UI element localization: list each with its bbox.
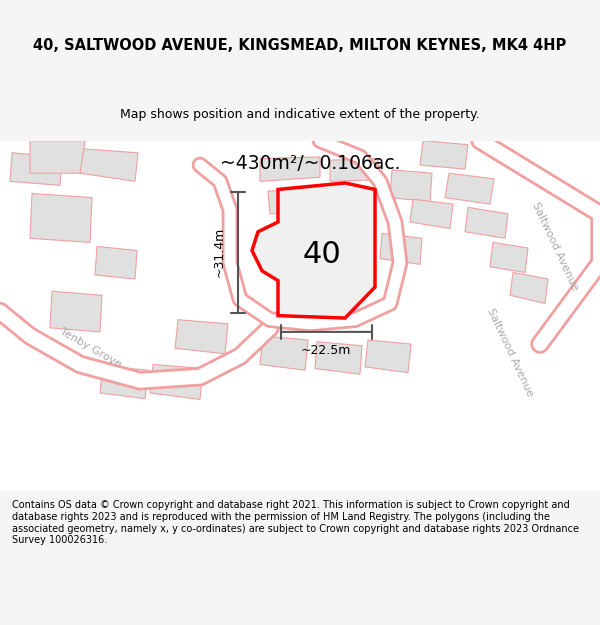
Polygon shape xyxy=(30,194,92,242)
Polygon shape xyxy=(150,364,203,399)
Polygon shape xyxy=(510,272,548,303)
Text: ~430m²/~0.106ac.: ~430m²/~0.106ac. xyxy=(220,154,401,173)
Text: Tenby Grove: Tenby Grove xyxy=(58,326,122,370)
Polygon shape xyxy=(365,340,411,372)
Polygon shape xyxy=(50,291,102,332)
Text: ~31.4m: ~31.4m xyxy=(213,227,226,278)
Polygon shape xyxy=(445,173,494,204)
Text: Map shows position and indicative extent of the property.: Map shows position and indicative extent… xyxy=(120,108,480,121)
Polygon shape xyxy=(323,191,360,213)
Polygon shape xyxy=(490,242,528,272)
Polygon shape xyxy=(95,246,137,279)
Polygon shape xyxy=(260,336,308,370)
Polygon shape xyxy=(380,233,422,264)
Polygon shape xyxy=(330,159,380,181)
Polygon shape xyxy=(252,183,375,318)
Text: ~22.5m: ~22.5m xyxy=(301,344,351,357)
Polygon shape xyxy=(465,208,508,238)
Polygon shape xyxy=(410,199,453,229)
Text: 40: 40 xyxy=(302,240,341,269)
Polygon shape xyxy=(100,366,148,399)
Polygon shape xyxy=(30,141,85,173)
Polygon shape xyxy=(268,189,310,214)
Polygon shape xyxy=(315,342,362,374)
Polygon shape xyxy=(175,320,228,354)
Polygon shape xyxy=(80,149,138,181)
Text: 40, SALTWOOD AVENUE, KINGSMEAD, MILTON KEYNES, MK4 4HP: 40, SALTWOOD AVENUE, KINGSMEAD, MILTON K… xyxy=(34,39,566,53)
Polygon shape xyxy=(390,170,432,202)
Text: Saltwood Avenue: Saltwood Avenue xyxy=(530,201,580,292)
Text: Saltwood Avenue: Saltwood Avenue xyxy=(485,306,535,398)
Polygon shape xyxy=(420,141,468,169)
Polygon shape xyxy=(260,157,320,181)
Polygon shape xyxy=(10,153,62,186)
Text: Contains OS data © Crown copyright and database right 2021. This information is : Contains OS data © Crown copyright and d… xyxy=(12,500,579,545)
